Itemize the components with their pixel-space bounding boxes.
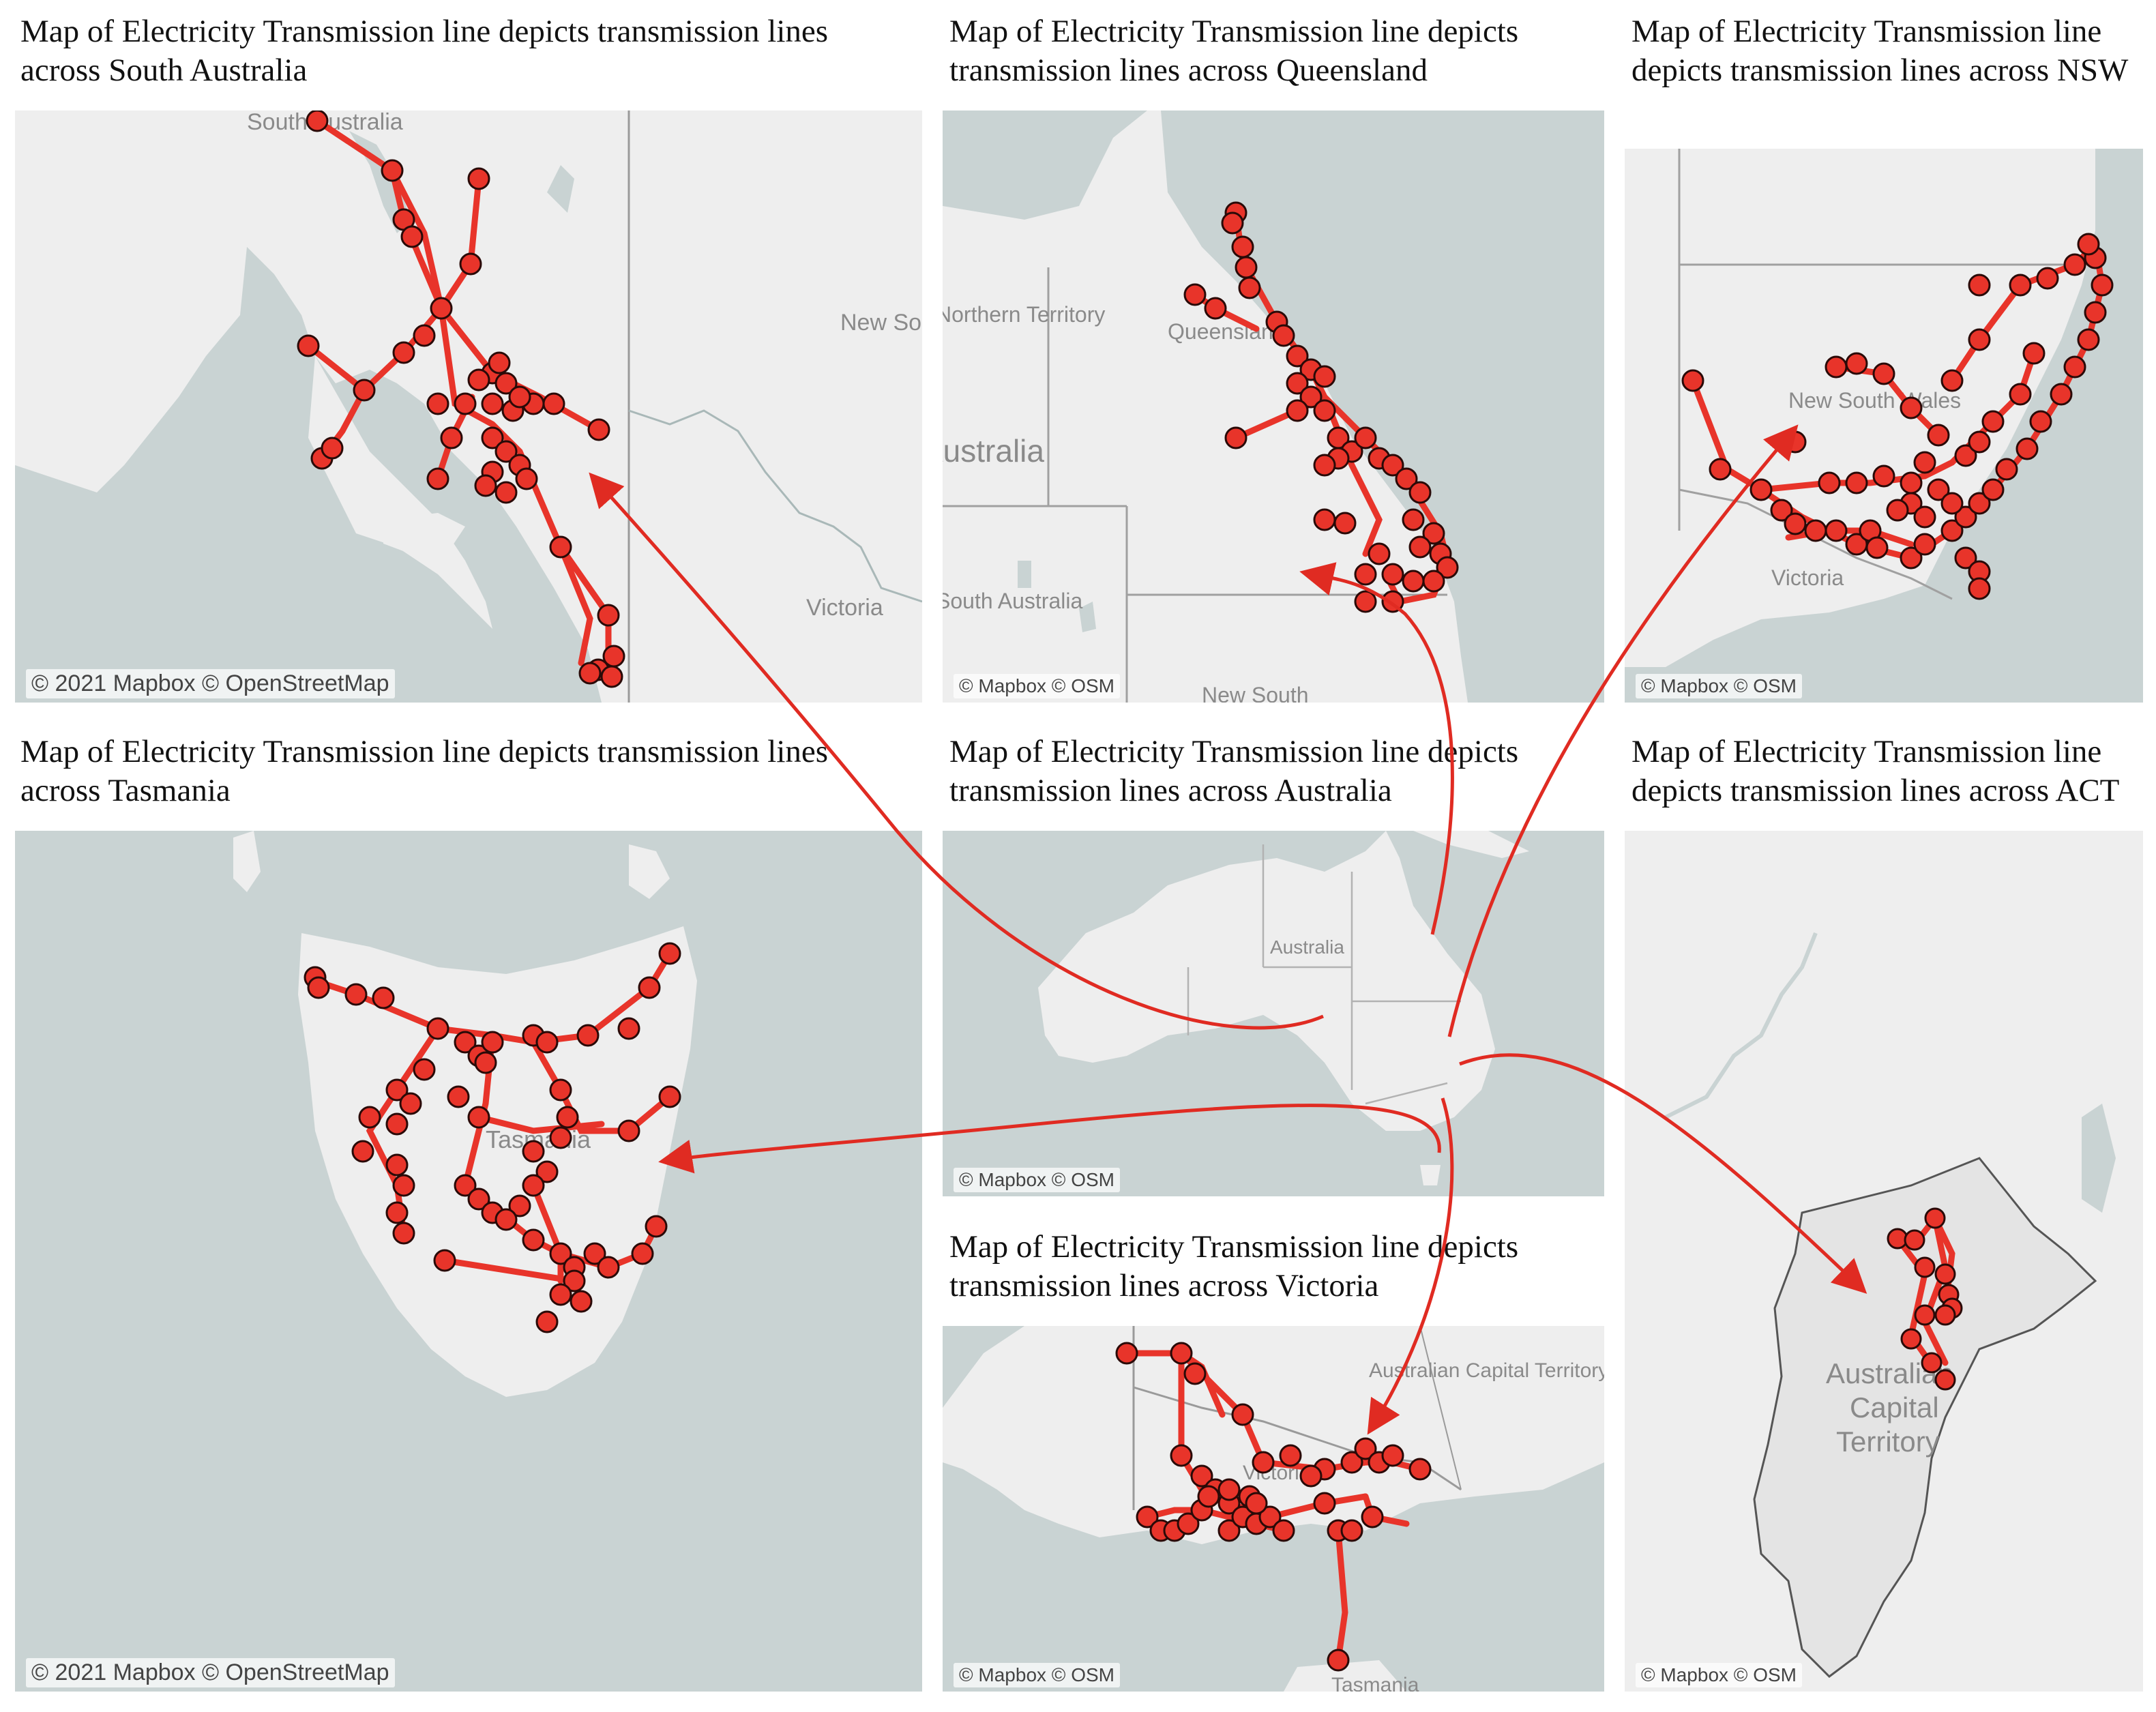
land-tasmania [298,926,697,1397]
caption-tasmania: Map of Electricity Transmission line dep… [20,734,829,808]
label-new-south-wales-1: New South Wales [1788,388,1961,413]
land-island-king [233,831,261,892]
caption-nsw: Map of Electricity Transmission line dep… [1631,14,2129,88]
land-gulf [349,131,411,233]
label-capital: Capital [1850,1391,1939,1423]
map-panel-australia[interactable]: Australia © Mapbox © OSM [943,831,1604,1196]
land-lake [547,165,574,213]
label-act-1: Australian Capital Territory [1369,1359,1604,1382]
act-map: Australian Capital Territory [1625,831,2143,1692]
attribution-act: © Mapbox © OSM [1636,1663,1802,1687]
lake-george [2082,1104,2116,1213]
land-kangaroo-island [383,513,465,554]
map-panel-south-australia[interactable]: South Australia New South Wales Victoria [15,110,922,703]
label-northern-territory: Northern Territory [943,302,1105,327]
map-panel-nsw[interactable]: New South Wales Victoria © Mapbox © OSM [1625,149,2143,703]
label-tasmania: Tasmania [1331,1674,1419,1692]
caption-australia: Map of Electricity Transmission line dep… [949,734,1519,808]
label-nsw: New South Wales [840,310,922,336]
nsw-nodes [1681,233,2114,600]
label-australia: Australia [943,433,1044,469]
act-nodes [1887,1207,1963,1391]
victoria-map: Australian Capital Territory Victoria Ta… [943,1326,1604,1692]
australia-map: Australia [943,831,1604,1196]
queensland-map: Queensland Northern Territory Australia … [943,110,1604,703]
land-tasmania-small [1420,1165,1441,1185]
attribution-sa: © 2021 Mapbox © OpenStreetMap [26,669,395,698]
land-eyre [308,356,492,629]
caption-queensland: Map of Electricity Transmission line dep… [949,14,1519,88]
attribution-qld: © Mapbox © OSM [954,674,1120,698]
attribution-vic: © Mapbox © OSM [954,1663,1120,1687]
land-tas-top [1284,1660,1406,1692]
label-territory: Territory [1836,1426,1940,1458]
label-victoria: Victoria [1771,565,1844,590]
caption-victoria: Map of Electricity Transmission line dep… [949,1229,1519,1303]
tas-nodes [304,942,681,1333]
tasmania-map: Tasmania [15,831,922,1692]
map-panel-victoria[interactable]: Australian Capital Territory Victoria Ta… [943,1326,1604,1692]
caption-south-australia: Map of Electricity Transmission line dep… [20,14,829,88]
map-panel-act[interactable]: Australian Capital Territory © Mapbox © … [1625,831,2143,1692]
attribution-nsw: © Mapbox © OSM [1636,674,1802,698]
label-victoria: Victoria [806,595,883,621]
attribution-aus: © Mapbox © OSM [954,1168,1120,1192]
label-south-australia: South Australia [943,589,1082,613]
map-panel-queensland[interactable]: Queensland Northern Territory Australia … [943,110,1604,703]
caption-act: Map of Electricity Transmission line dep… [1631,734,2120,808]
vic-nodes [1115,1342,1432,1672]
nsw-map: New South Wales Victoria [1625,149,2143,703]
label-new-south: New South [1202,683,1309,703]
attribution-tas: © 2021 Mapbox © OpenStreetMap [26,1658,395,1687]
south-australia-map: South Australia New South Wales Victoria [15,110,922,703]
label-australia: Australia [1270,936,1344,958]
map-panel-tasmania[interactable]: Tasmania © 2021 Mapbox © OpenStreet [15,831,922,1692]
